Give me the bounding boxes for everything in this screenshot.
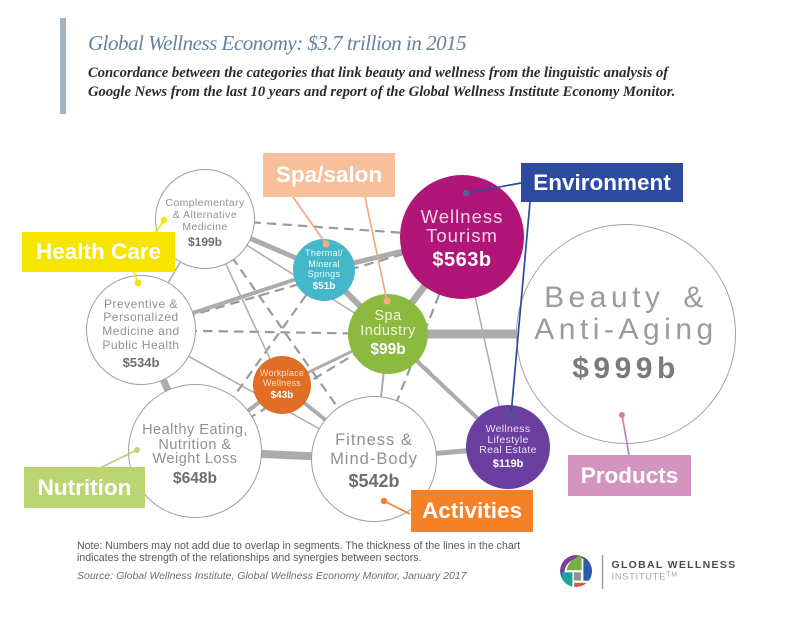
svg-text:GLOBAL WELLNESS: GLOBAL WELLNESS <box>612 559 737 571</box>
svg-text:INSTITUTETM: INSTITUTETM <box>612 572 679 582</box>
